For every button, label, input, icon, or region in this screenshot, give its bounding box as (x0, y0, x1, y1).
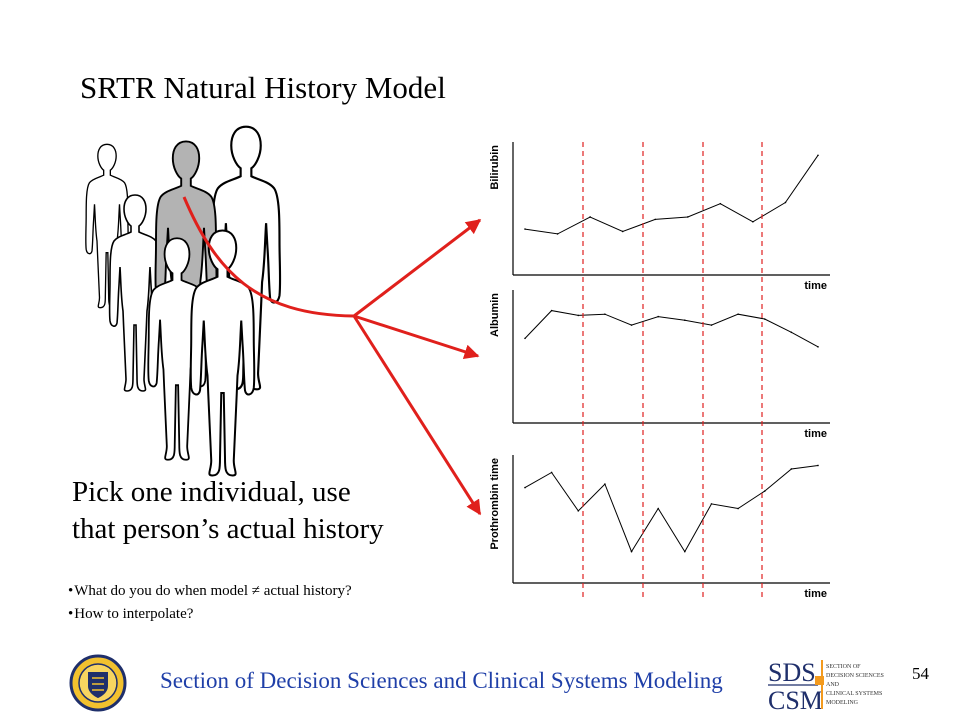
data-point (817, 154, 819, 157)
series-line (524, 465, 819, 553)
y-axis-label: Bilirubin (489, 145, 501, 190)
logo-line-text: MODELING (826, 700, 859, 706)
data-point (604, 313, 606, 315)
data-point (550, 471, 553, 474)
logo-line-text: DECISION SCIENCES (826, 673, 884, 679)
data-point (577, 314, 580, 317)
data-point (556, 233, 559, 235)
data-point (630, 550, 633, 553)
arrow-to-bilirubin (353, 218, 482, 318)
question-bullets: What do you do when model ≠ actual histo… (68, 580, 352, 626)
selection-arrows (182, 196, 482, 516)
data-point (784, 201, 787, 204)
page-number: 54 (912, 664, 929, 683)
chart-albumin: Albumin time (489, 290, 830, 440)
data-point (621, 230, 624, 233)
logo-line-text: AND (826, 682, 840, 688)
selection-curve (182, 196, 355, 318)
pick-individual-text: Pick one individual, use that person’s a… (72, 474, 384, 548)
data-point (817, 464, 819, 467)
logo-line-text: SECTION OF (826, 664, 861, 670)
data-point (657, 507, 659, 510)
arrow-to-prothrombin (352, 315, 482, 516)
data-point (763, 318, 766, 320)
data-point (654, 218, 657, 221)
sds-csm-logo: SDS CSM SECTION OF DECISION SCIENCES AND CL… (768, 658, 884, 715)
data-point (524, 337, 526, 340)
csm-logo-text: CSM (768, 686, 823, 715)
data-point (524, 228, 526, 230)
data-point (577, 510, 580, 512)
data-point (763, 490, 766, 492)
y-axis-label: Prothrombin time (489, 458, 501, 550)
data-point (604, 483, 606, 485)
data-point (752, 221, 754, 223)
data-point (684, 550, 686, 553)
university-seal-logo (69, 654, 127, 712)
data-point (686, 216, 689, 218)
bullet-item: What do you do when model ≠ actual histo… (68, 580, 351, 603)
x-axis-label: time (804, 588, 827, 600)
crowd-figures (85, 125, 282, 477)
data-point (790, 468, 793, 470)
slide-title: SRTR Natural History Model (80, 70, 446, 105)
data-point (817, 346, 819, 348)
footer-section-name: Section of Decision Sciences and Clinica… (160, 668, 723, 693)
pick-line: that person’s actual history (72, 513, 384, 545)
data-point (719, 202, 722, 205)
bullet-item: How to interpolate? (68, 603, 352, 626)
time-markers (582, 142, 763, 598)
pick-line: Pick one individual, use (72, 476, 351, 508)
data-point (684, 319, 686, 322)
sds-logo-text: SDS (768, 658, 816, 687)
data-point (737, 313, 739, 315)
y-axis-label: Albumin (489, 293, 501, 337)
logo-line-text: CLINICAL SYSTEMS (826, 691, 882, 697)
data-point (710, 324, 713, 326)
x-axis-label: time (804, 428, 827, 440)
chart-bilirubin: Bilirubin time (489, 142, 830, 292)
chart-prothrombin-time: Prothrombin time time (489, 455, 830, 600)
data-point (630, 324, 633, 326)
arrow-to-albumin (353, 314, 480, 359)
data-point (710, 503, 713, 505)
series-line (524, 155, 819, 235)
data-point (737, 507, 739, 510)
data-point (550, 309, 553, 312)
series-line (524, 310, 819, 348)
data-point (657, 315, 659, 318)
data-point (790, 331, 793, 334)
x-axis-label: time (804, 280, 827, 292)
data-point (589, 216, 591, 218)
data-point (524, 486, 526, 489)
